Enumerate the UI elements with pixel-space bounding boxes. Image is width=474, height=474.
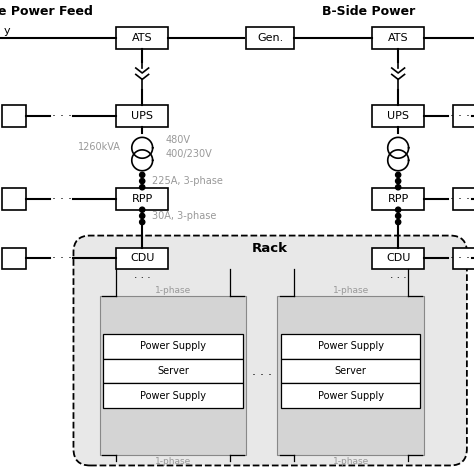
Bar <box>103 383 243 408</box>
Circle shape <box>395 178 401 184</box>
Text: 400/230V: 400/230V <box>166 149 213 159</box>
Bar <box>103 358 243 383</box>
Text: UPS: UPS <box>387 111 409 121</box>
Bar <box>116 247 168 269</box>
Text: CDU: CDU <box>386 253 410 264</box>
Text: RPP: RPP <box>132 194 153 204</box>
Text: · · ·: · · · <box>134 273 151 283</box>
Text: 1-phase: 1-phase <box>333 286 369 295</box>
Text: 1-phase: 1-phase <box>333 457 369 466</box>
Bar <box>372 105 424 127</box>
Text: 1-phase: 1-phase <box>155 457 191 466</box>
Text: B-Side Power: B-Side Power <box>322 5 416 18</box>
Text: Gen.: Gen. <box>257 33 283 43</box>
Bar <box>281 334 420 358</box>
Text: · · ·: · · · <box>52 252 72 265</box>
Bar <box>2 105 26 127</box>
Bar <box>2 188 26 210</box>
Circle shape <box>395 173 401 178</box>
Circle shape <box>140 184 145 190</box>
Text: Server: Server <box>157 366 189 376</box>
Text: · · ·: · · · <box>252 369 272 382</box>
Text: · · ·: · · · <box>450 252 470 265</box>
Text: CDU: CDU <box>130 253 155 264</box>
Bar <box>246 27 294 49</box>
Bar <box>116 27 168 49</box>
Text: 30A, 3-phase: 30A, 3-phase <box>152 211 216 221</box>
Bar <box>281 358 420 383</box>
Bar <box>372 188 424 210</box>
Bar <box>372 247 424 269</box>
Circle shape <box>140 213 145 219</box>
Bar <box>281 383 420 408</box>
Circle shape <box>395 184 401 190</box>
Text: · · ·: · · · <box>450 192 470 206</box>
Circle shape <box>395 213 401 219</box>
Bar <box>277 296 424 455</box>
Text: 1260kVA: 1260kVA <box>78 142 121 152</box>
Text: Rack: Rack <box>252 242 288 255</box>
Text: 225A, 3-phase: 225A, 3-phase <box>152 176 223 186</box>
Text: Power Supply: Power Supply <box>140 391 206 401</box>
Text: · · ·: · · · <box>52 109 72 123</box>
Text: · · ·: · · · <box>52 192 72 206</box>
Circle shape <box>395 207 401 212</box>
Bar <box>103 334 243 358</box>
Bar <box>2 247 26 269</box>
Text: · · ·: · · · <box>450 109 470 123</box>
Bar <box>116 188 168 210</box>
Text: · · ·: · · · <box>390 273 407 283</box>
Bar <box>116 105 168 127</box>
Circle shape <box>140 178 145 184</box>
Bar <box>453 247 474 269</box>
Text: UPS: UPS <box>131 111 153 121</box>
Text: 1-phase: 1-phase <box>155 286 191 295</box>
Text: Power Supply: Power Supply <box>318 391 384 401</box>
Bar <box>453 188 474 210</box>
Circle shape <box>140 219 145 225</box>
Text: Power Supply: Power Supply <box>140 341 206 351</box>
Bar <box>453 105 474 127</box>
Text: RPP: RPP <box>388 194 409 204</box>
Circle shape <box>140 207 145 212</box>
Text: 480V: 480V <box>166 135 191 145</box>
Bar <box>100 296 246 455</box>
Bar <box>372 27 424 49</box>
FancyBboxPatch shape <box>73 236 467 465</box>
Text: y: y <box>4 26 10 36</box>
Text: ATS: ATS <box>388 33 409 43</box>
Circle shape <box>140 173 145 178</box>
Text: Server: Server <box>335 366 367 376</box>
Text: Power Supply: Power Supply <box>318 341 384 351</box>
Text: ATS: ATS <box>132 33 153 43</box>
Text: e Power Feed: e Power Feed <box>0 5 92 18</box>
Circle shape <box>395 219 401 225</box>
